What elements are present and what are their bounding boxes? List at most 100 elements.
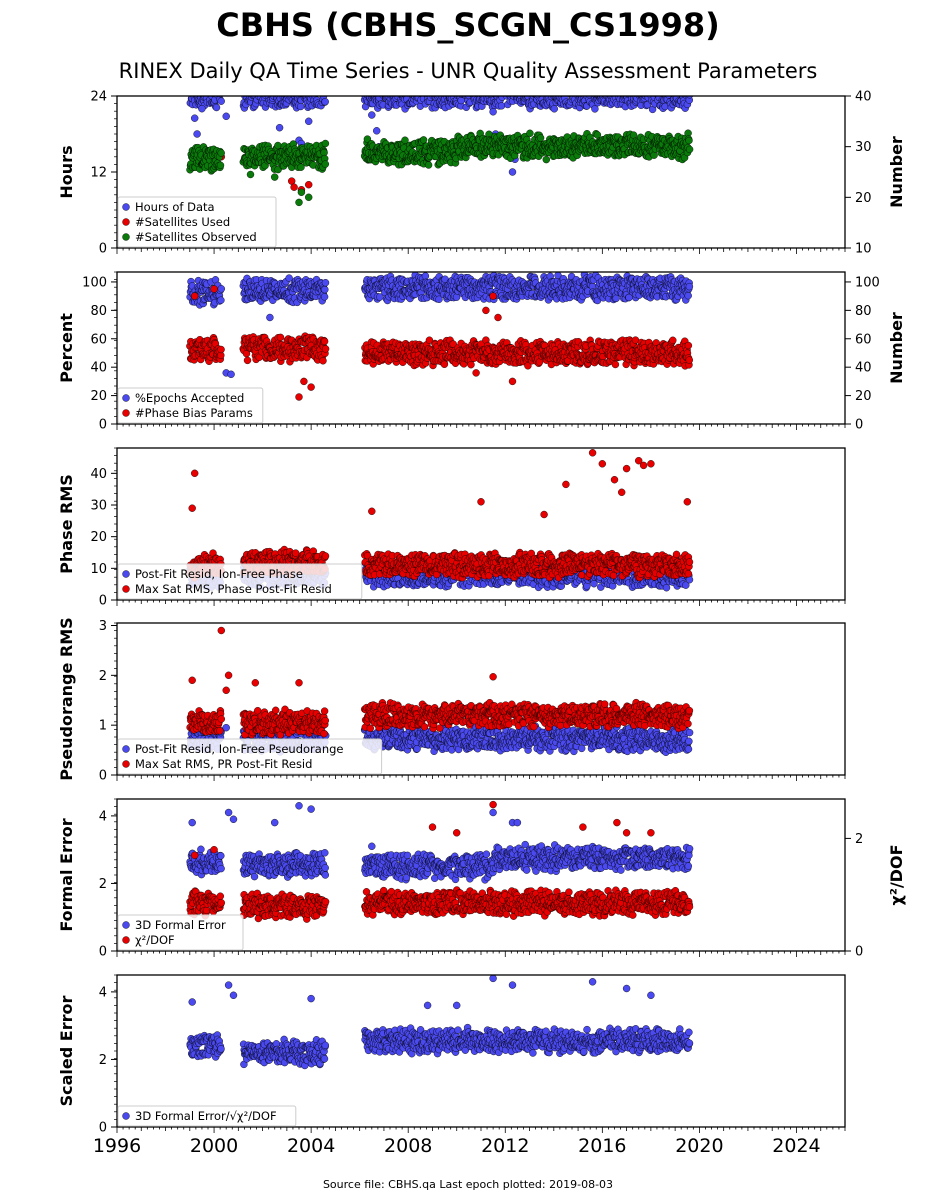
data-point <box>524 86 531 93</box>
data-point <box>669 336 677 344</box>
data-point <box>363 88 370 95</box>
data-point <box>590 85 597 92</box>
data-point <box>440 360 449 368</box>
data-point <box>368 111 376 119</box>
data-point <box>312 96 315 97</box>
data-point <box>252 88 259 95</box>
data-point <box>416 86 423 93</box>
data-point <box>667 84 674 91</box>
data-point <box>285 274 293 282</box>
data-point <box>552 83 559 90</box>
legend-marker <box>122 203 130 211</box>
data-point <box>217 296 225 304</box>
data-point <box>497 102 506 110</box>
data-point <box>307 87 314 94</box>
data-point <box>600 96 604 97</box>
data-point <box>527 85 534 92</box>
data-point <box>295 84 302 91</box>
data-point <box>597 85 604 92</box>
data-point <box>658 87 665 94</box>
data-point <box>402 83 409 90</box>
data-point <box>262 87 269 94</box>
data-point <box>587 85 594 92</box>
data-point <box>429 86 436 93</box>
y-axis-label: Percent <box>57 313 76 383</box>
data-point <box>460 87 467 94</box>
data-point <box>437 87 444 94</box>
data-point <box>500 87 507 94</box>
data-point <box>416 84 423 91</box>
y-right-tick-label: 60 <box>855 332 872 347</box>
data-point <box>317 87 324 94</box>
data-point <box>419 89 426 96</box>
data-point <box>363 86 370 93</box>
data-point <box>669 83 676 90</box>
data-point <box>412 88 419 95</box>
data-point <box>272 86 279 93</box>
y-right-tick-label: 20 <box>855 191 872 206</box>
data-point <box>666 83 673 90</box>
data-point <box>395 88 402 95</box>
data-point <box>407 84 414 91</box>
data-point <box>542 84 549 91</box>
data-point <box>469 87 476 94</box>
data-point <box>663 96 668 97</box>
y-right-tick-label: 0 <box>855 418 863 433</box>
data-point <box>289 85 296 92</box>
data-point <box>299 96 304 97</box>
data-point <box>211 96 215 97</box>
plot-area <box>186 82 694 207</box>
data-point <box>526 88 533 95</box>
data-point <box>541 86 548 93</box>
data-point <box>681 89 688 96</box>
data-point <box>612 84 619 91</box>
y-right-tick-label: 80 <box>855 304 872 319</box>
data-point <box>299 83 306 90</box>
data-point <box>558 86 565 93</box>
data-point <box>276 333 285 342</box>
data-point <box>451 83 458 90</box>
data-point <box>392 83 399 90</box>
data-point <box>318 88 325 95</box>
data-point <box>316 87 323 94</box>
data-point <box>430 89 437 96</box>
data-point <box>384 83 391 90</box>
data-point <box>542 155 550 164</box>
data-point <box>511 87 518 94</box>
data-point <box>305 180 313 189</box>
data-point <box>562 88 569 95</box>
data-point <box>424 161 433 169</box>
data-point <box>387 84 394 91</box>
data-point <box>547 88 554 95</box>
data-point <box>305 88 312 95</box>
data-point <box>241 87 248 94</box>
data-point <box>377 88 384 95</box>
data-point <box>310 88 317 95</box>
data-point <box>650 151 658 159</box>
data-point <box>648 87 655 94</box>
data-point <box>449 85 456 92</box>
data-point <box>419 136 428 144</box>
data-point <box>313 88 320 95</box>
data-point <box>514 96 517 97</box>
data-point <box>638 89 645 96</box>
data-point <box>256 86 263 93</box>
data-point <box>311 87 318 94</box>
data-point <box>631 85 638 92</box>
data-point <box>504 87 511 94</box>
y-tick-label: 12 <box>90 166 107 181</box>
data-point <box>263 89 270 96</box>
data-point <box>508 168 517 176</box>
data-point <box>198 104 206 113</box>
data-point <box>322 85 329 92</box>
data-point <box>565 82 572 89</box>
data-point <box>204 88 211 95</box>
data-point <box>394 83 401 90</box>
data-point <box>674 86 681 93</box>
data-point <box>460 84 467 91</box>
data-point <box>217 97 225 105</box>
data-point <box>315 87 322 94</box>
data-point <box>497 89 504 96</box>
data-point <box>281 83 288 90</box>
